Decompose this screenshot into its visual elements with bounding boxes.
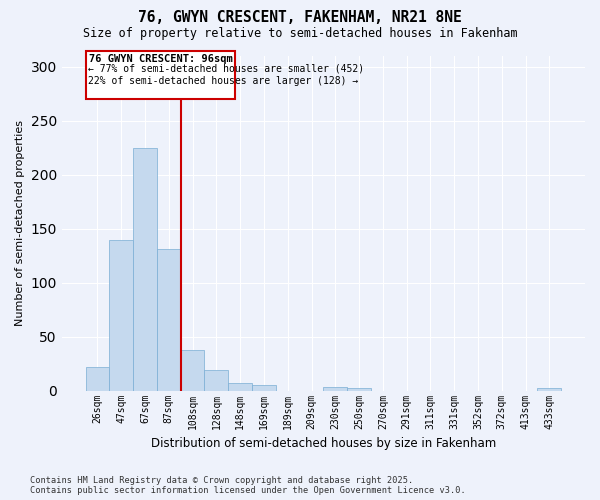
Text: 76, GWYN CRESCENT, FAKENHAM, NR21 8NE: 76, GWYN CRESCENT, FAKENHAM, NR21 8NE — [138, 10, 462, 25]
Text: ← 77% of semi-detached houses are smaller (452): ← 77% of semi-detached houses are smalle… — [88, 64, 364, 74]
FancyBboxPatch shape — [86, 51, 235, 100]
Bar — [252, 385, 276, 390]
Bar — [538, 388, 561, 390]
Bar — [109, 240, 133, 390]
Text: 22% of semi-detached houses are larger (128) →: 22% of semi-detached houses are larger (… — [88, 76, 358, 86]
Bar — [228, 383, 252, 390]
Bar — [157, 250, 181, 390]
Bar — [205, 370, 228, 390]
Bar — [347, 388, 371, 390]
Bar — [181, 350, 205, 391]
Text: Size of property relative to semi-detached houses in Fakenham: Size of property relative to semi-detach… — [83, 28, 517, 40]
Text: 76 GWYN CRESCENT: 96sqm: 76 GWYN CRESCENT: 96sqm — [89, 54, 232, 64]
Bar — [323, 388, 347, 390]
Bar — [133, 148, 157, 390]
X-axis label: Distribution of semi-detached houses by size in Fakenham: Distribution of semi-detached houses by … — [151, 437, 496, 450]
Bar — [86, 367, 109, 390]
Y-axis label: Number of semi-detached properties: Number of semi-detached properties — [15, 120, 25, 326]
Text: Contains HM Land Registry data © Crown copyright and database right 2025.
Contai: Contains HM Land Registry data © Crown c… — [30, 476, 466, 495]
